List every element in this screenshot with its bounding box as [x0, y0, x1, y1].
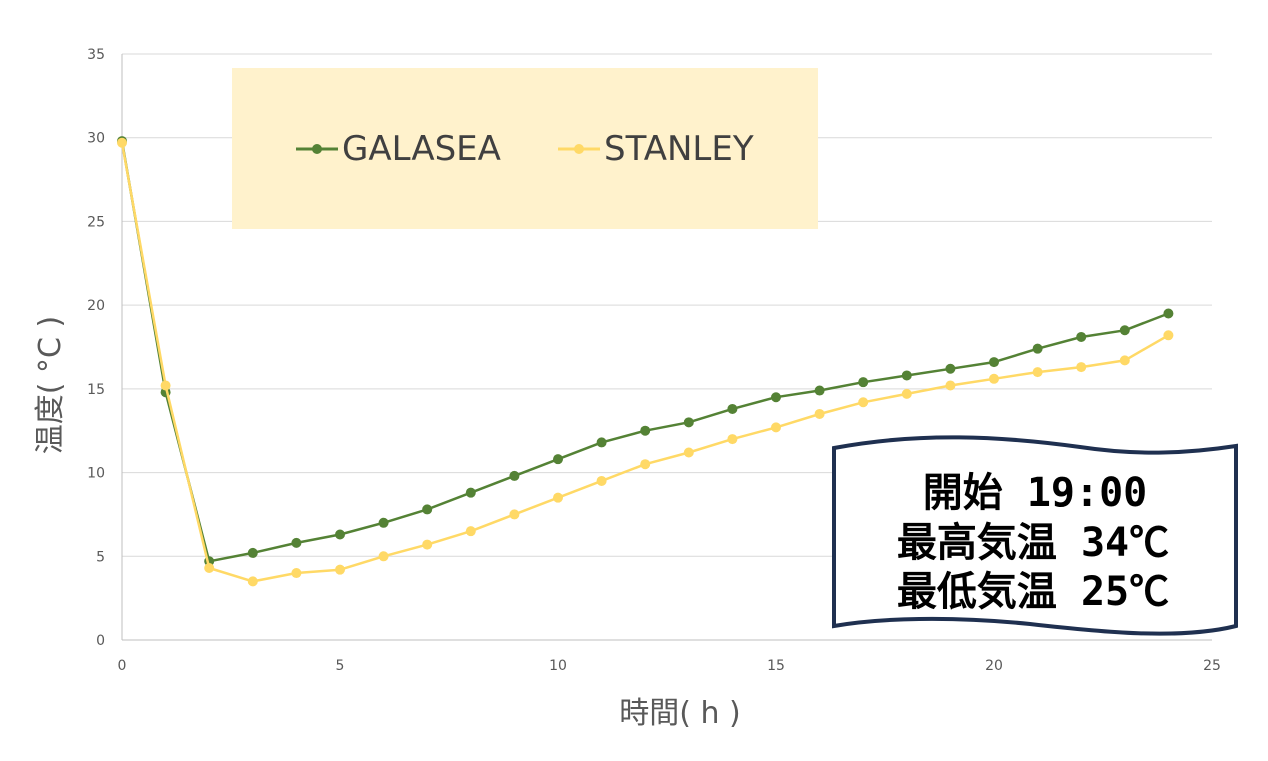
data-point-stanley: [683, 447, 694, 458]
data-point-stanley: [117, 137, 127, 148]
data-point-stanley: [901, 388, 912, 399]
data-point-stanley: [1032, 367, 1043, 378]
conditions-callout: 開始 19:00 最高気温 34℃ 最低気温 25℃: [832, 435, 1238, 636]
data-point-stanley: [465, 526, 476, 537]
data-point-stanley: [553, 492, 563, 503]
legend-marker-stanley: [574, 144, 584, 154]
x-tick-label: 15: [767, 658, 785, 674]
data-point-galasea: [509, 470, 520, 481]
data-point-galasea: [727, 403, 738, 414]
y-tick-label: 10: [87, 466, 105, 482]
y-tick-labels: 0 5 10 15 20 25 30 35: [87, 47, 105, 649]
y-tick-label: 25: [87, 214, 105, 230]
x-tick-label: 25: [1203, 658, 1221, 674]
data-point-stanley: [160, 380, 171, 391]
legend-label-galasea: GALASEA: [342, 129, 501, 169]
callout-line-start: 開始 19:00: [923, 470, 1148, 516]
data-point-stanley: [640, 459, 651, 470]
callout-wave-border: [832, 435, 1238, 636]
data-point-galasea: [945, 363, 956, 374]
data-point-stanley: [378, 551, 389, 562]
series-stanley: [117, 137, 1174, 587]
y-tick-label: 30: [87, 131, 105, 147]
data-point-stanley: [509, 509, 520, 520]
data-point-stanley: [247, 576, 258, 587]
x-tick-label: 5: [336, 658, 345, 674]
data-point-stanley: [422, 539, 433, 550]
callout-line-min-temp: 最低気温 25℃: [897, 569, 1169, 615]
data-point-galasea: [378, 517, 389, 528]
data-point-stanley: [291, 568, 302, 579]
data-point-galasea: [683, 417, 694, 428]
legend-entry-galasea: GALASEA: [296, 129, 501, 169]
y-tick-label: 5: [96, 549, 105, 565]
x-axis-title: 時間( h ): [619, 696, 741, 731]
data-point-stanley: [596, 475, 607, 486]
data-point-stanley: [771, 422, 781, 433]
data-point-stanley: [989, 373, 999, 384]
data-point-galasea: [1076, 331, 1087, 342]
x-tick-labels: 0 5 10 15 20 25: [118, 658, 1221, 674]
data-point-galasea: [291, 537, 302, 548]
x-tick-label: 20: [985, 658, 1003, 674]
data-point-galasea: [1163, 308, 1174, 319]
data-point-stanley: [814, 408, 825, 419]
legend-marker-galasea: [312, 144, 322, 154]
data-point-stanley: [204, 563, 215, 574]
y-tick-label: 15: [87, 382, 105, 398]
x-tick-label: 0: [118, 658, 127, 674]
data-point-galasea: [247, 547, 258, 558]
data-point-galasea: [858, 377, 869, 388]
data-point-stanley: [1119, 355, 1130, 366]
data-point-stanley: [1076, 362, 1087, 373]
data-point-galasea: [1119, 325, 1130, 336]
legend-label-stanley: STANLEY: [604, 129, 754, 169]
data-point-galasea: [422, 504, 433, 515]
data-point-galasea: [901, 370, 912, 381]
y-axis-title: 温度( °C ): [33, 316, 68, 454]
callout-line-max-temp: 最高気温 34℃: [897, 520, 1169, 566]
data-point-galasea: [814, 385, 825, 396]
legend-entry-stanley: STANLEY: [558, 129, 754, 169]
x-tick-label: 10: [549, 658, 567, 674]
data-point-galasea: [465, 487, 476, 498]
data-point-galasea: [1032, 343, 1043, 354]
data-point-galasea: [771, 392, 781, 403]
data-point-galasea: [553, 454, 563, 465]
series-layer: [117, 136, 1174, 587]
legend: GALASEA STANLEY: [232, 68, 818, 229]
data-point-galasea: [596, 437, 607, 448]
data-point-stanley: [945, 380, 956, 391]
y-tick-label: 0: [96, 633, 105, 649]
data-point-stanley: [335, 564, 345, 575]
y-tick-label: 35: [87, 47, 105, 63]
data-point-stanley: [727, 434, 738, 445]
data-point-galasea: [640, 425, 651, 436]
y-tick-label: 20: [87, 298, 105, 314]
data-point-stanley: [858, 397, 869, 408]
data-point-galasea: [989, 357, 999, 368]
data-point-galasea: [335, 529, 345, 540]
data-point-stanley: [1163, 330, 1174, 341]
